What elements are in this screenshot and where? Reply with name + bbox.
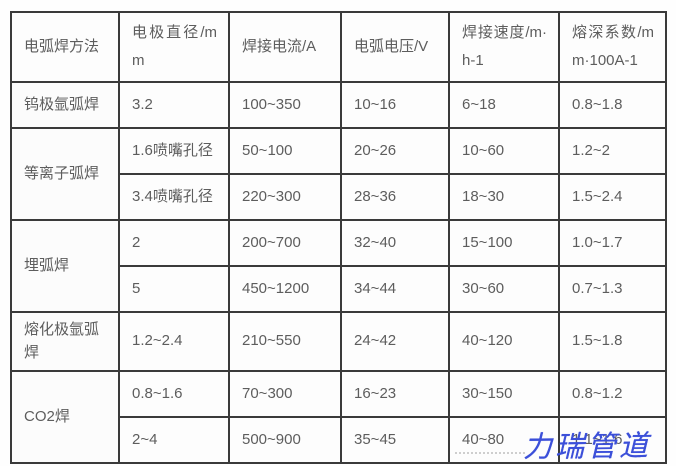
value-cell: 450~1200 (228, 265, 342, 313)
method-cell: 等离子弧焊 (10, 127, 120, 221)
value-cell: 1.1~1.6 (558, 416, 667, 464)
value-cell: 16~23 (340, 370, 450, 418)
value-cell: 6~18 (448, 81, 560, 129)
col-header-penetration: 熔深系数/mm·100A-1 (558, 11, 667, 83)
table-row: 3.4喷嘴孔径 220~300 28~36 18~30 1.5~2.4 (11, 173, 667, 221)
value-cell: 32~40 (340, 219, 450, 267)
method-cell: 埋弧焊 (10, 219, 120, 313)
col-header-speed: 焊接速度/m·h-1 (448, 11, 560, 83)
faded-watermark-marks (455, 444, 525, 454)
col-header-diameter: 电极直径/mm (118, 11, 230, 83)
value-cell: 3.4喷嘴孔径 (118, 173, 230, 221)
method-cell: 钨极氩弧焊 (10, 81, 120, 129)
method-cell: 熔化极氩弧焊 (10, 311, 120, 372)
table-row: 5 450~1200 34~44 30~60 0.7~1.3 (11, 265, 667, 313)
value-cell: 0.8~1.2 (558, 370, 667, 418)
col-header-voltage: 电弧电压/V (340, 11, 450, 83)
value-cell: 2 (118, 219, 230, 267)
value-cell: 500~900 (228, 416, 342, 464)
table-row: 2~4 500~900 35~45 40~80 1.1~1.6 (11, 416, 667, 464)
col-header-current: 焊接电流/A (228, 11, 342, 83)
welding-parameters-table: 电弧焊方法 电极直径/mm 焊接电流/A 电弧电压/V 焊接速度/m·h-1 熔… (10, 11, 667, 464)
value-cell: 35~45 (340, 416, 450, 464)
value-cell: 30~150 (448, 370, 560, 418)
value-cell: 15~100 (448, 219, 560, 267)
value-cell: 30~60 (448, 265, 560, 313)
value-cell: 0.8~1.8 (558, 81, 667, 129)
header-row: 电弧焊方法 电极直径/mm 焊接电流/A 电弧电压/V 焊接速度/m·h-1 熔… (10, 11, 667, 83)
value-cell: 0.8~1.6 (118, 370, 230, 418)
value-cell: 18~30 (448, 173, 560, 221)
value-cell: 70~300 (228, 370, 342, 418)
table-row: 等离子弧焊 1.6喷嘴孔径 50~100 20~26 10~60 1.2~2 (10, 127, 667, 221)
value-cell: 20~26 (340, 127, 450, 175)
value-cell: 2~4 (118, 416, 230, 464)
table-row: 钨极氩弧焊 3.2 100~350 10~16 6~18 0.8~1.8 (10, 81, 667, 129)
value-cell: 5 (118, 265, 230, 313)
value-cell: 24~42 (340, 311, 450, 372)
table-row: 熔化极氩弧焊 1.2~2.4 210~550 24~42 40~120 1.5~… (10, 311, 667, 372)
value-cell: 200~700 (228, 219, 342, 267)
col-header-method: 电弧焊方法 (10, 11, 120, 83)
value-cell: 220~300 (228, 173, 342, 221)
value-cell: 1.6喷嘴孔径 (118, 127, 230, 175)
value-cell: 34~44 (340, 265, 450, 313)
value-cell: 1.0~1.7 (558, 219, 667, 267)
value-cell: 3.2 (118, 81, 230, 129)
value-cell: 210~550 (228, 311, 342, 372)
value-cell: 40~80 (448, 416, 560, 464)
value-cell: 28~36 (340, 173, 450, 221)
value-cell: 1.2~2.4 (118, 311, 230, 372)
value-cell: 0.7~1.3 (558, 265, 667, 313)
value-cell: 100~350 (228, 81, 342, 129)
table-row: 埋弧焊 2 200~700 32~40 15~100 1.0~1.7 (10, 219, 667, 313)
table-row: CO2焊 0.8~1.6 70~300 16~23 30~150 0.8~1.2 (10, 370, 667, 464)
method-cell: CO2焊 (10, 370, 120, 464)
value-cell: 50~100 (228, 127, 342, 175)
value-cell: 10~16 (340, 81, 450, 129)
value-cell: 1.5~2.4 (558, 173, 667, 221)
value-cell: 40~120 (448, 311, 560, 372)
value-cell: 1.5~1.8 (558, 311, 667, 372)
watermark-text: 力瑞管道 (522, 430, 652, 464)
value-cell: 10~60 (448, 127, 560, 175)
value-cell: 1.2~2 (558, 127, 667, 175)
